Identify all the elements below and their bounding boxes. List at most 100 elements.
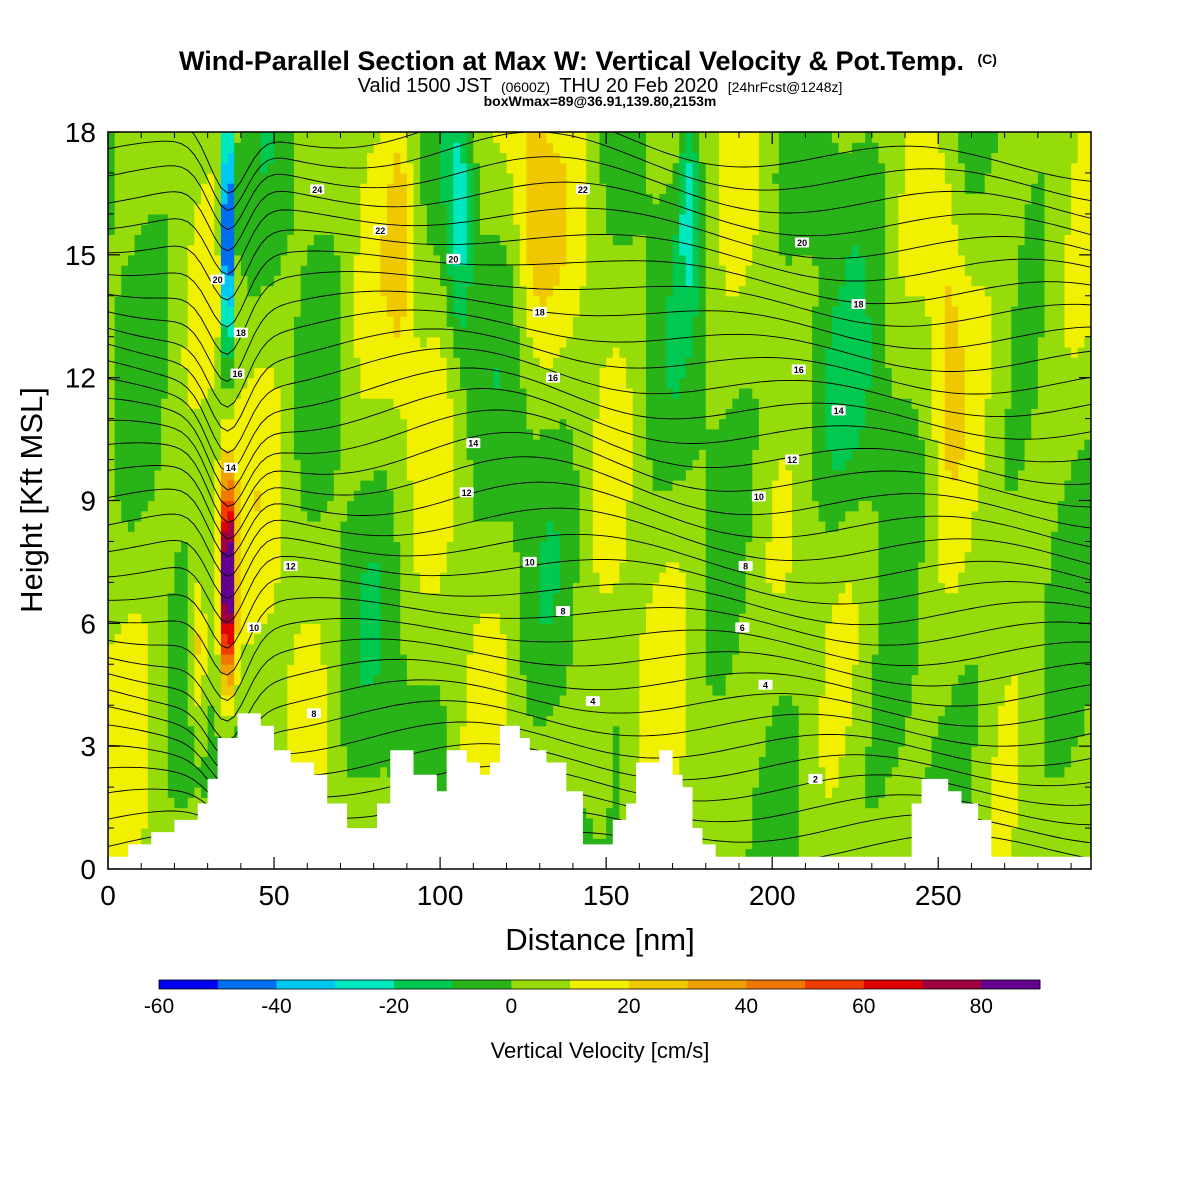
y-tick-label: 0: [80, 854, 96, 885]
theta-contour: [108, 367, 1091, 473]
contour-label: 12: [459, 487, 474, 498]
x-tick-label: 0: [100, 880, 116, 911]
y-tick-label: 3: [80, 731, 96, 762]
contour-label: 18: [851, 298, 866, 309]
contour-label-text: 8: [560, 607, 565, 617]
contour-label-text: 12: [286, 562, 296, 572]
colorbar-swatch: [217, 980, 277, 989]
contour-label-text: 18: [854, 299, 864, 309]
theta-contour: [108, 132, 1091, 212]
theta-contour: [108, 658, 1091, 741]
colorbar-label: Vertical Velocity [cm/s]: [491, 1038, 710, 1063]
theta-contour: [108, 271, 1091, 355]
colorbar-frame: [158, 979, 1041, 990]
y-tick-label: 18: [65, 117, 96, 148]
colorbar-swatch: [863, 980, 924, 989]
contour-label-text: 22: [375, 226, 385, 236]
contour-label-text: 10: [249, 623, 259, 633]
contour-labels: 24 22 20 22 20 18 18 16 16 14 14 12 12 10 10 8 8 6 4 4 2 8 10 1…: [210, 184, 866, 784]
contour-label: 20: [795, 237, 810, 248]
theta-contour: [108, 597, 1091, 676]
theta-contour: [108, 456, 1091, 540]
colorbar-swatch: [511, 980, 571, 989]
colorbar-swatch: [276, 980, 336, 989]
theta-contour: [108, 156, 1091, 231]
theta-contour: [108, 388, 1091, 491]
contour-label: 14: [223, 462, 238, 473]
contour-label-text: 16: [233, 369, 243, 379]
contour-label: 22: [373, 225, 388, 236]
contour-label-text: 14: [468, 439, 478, 449]
contour-label-text: 12: [462, 488, 472, 498]
contour-label: 18: [532, 307, 547, 318]
y-tick-label: 15: [65, 240, 96, 271]
theta-contour: [108, 507, 1091, 578]
colorbar-tick-label: 60: [852, 995, 875, 1018]
contour-label-text: 6: [740, 623, 745, 633]
contour-label: 10: [751, 491, 766, 502]
contour-label-text: 8: [311, 709, 316, 719]
contour-label: 20: [446, 253, 461, 264]
x-tick-label: 250: [915, 880, 962, 911]
x-axis-label: Distance [nm]: [505, 922, 695, 957]
contour-label: 8: [306, 708, 321, 719]
colorbar-swatch: [452, 980, 512, 989]
contour-label-text: 20: [213, 275, 223, 285]
x-axis: 0 50 100 150 200 250: [100, 132, 1072, 911]
y-axis: 0 3 6 9 12 15 18: [65, 117, 1091, 885]
contour-label-text: 14: [226, 463, 236, 473]
theta-contour: [108, 679, 1091, 759]
contour-label: 24: [310, 184, 325, 195]
contour-label: 4: [585, 696, 600, 707]
colorbar-swatch: [981, 980, 1041, 989]
colorbar-swatch: [393, 980, 454, 989]
y-tick-label: 6: [80, 608, 96, 639]
valid-date: THU 20 Feb 2020: [559, 75, 718, 97]
y-axis-label: Height [Kft MSL]: [14, 387, 49, 613]
contour-label-text: 20: [448, 254, 458, 264]
contour-label-text: 14: [834, 406, 844, 416]
chart-title-text: Wind-Parallel Section at Max W: Vertical…: [179, 46, 964, 76]
wmax-annotation: boxWmax=89@36.91,139.80,2153m: [484, 93, 717, 109]
theta-contour: [108, 638, 1091, 722]
contour-label: 16: [230, 368, 245, 379]
contour-label: 22: [575, 184, 590, 195]
colorbar-swatch: [687, 980, 747, 989]
colorbar-swatch: [746, 980, 806, 989]
contour-label: 16: [791, 364, 806, 375]
colorbar: -60 -40 -20 0 20 40 60 80: [144, 979, 1041, 1018]
contour-label: 20: [210, 274, 225, 285]
plot-area: 24 22 20 22 20 18 18 16 16 14 14 12 12 10 10 8 8 6 4 4 2 8 10 1…: [65, 117, 1092, 911]
contour-label: 12: [283, 561, 298, 572]
contour-label-text: 4: [590, 697, 595, 707]
theta-contour: [108, 533, 1091, 600]
chart-title: Wind-Parallel Section at Max W: Vertical…: [179, 46, 997, 76]
colorbar-tick-label: 80: [970, 995, 993, 1018]
colorbar-swatch: [628, 980, 689, 989]
theta-contour: [108, 576, 1091, 649]
theta-contour: [108, 290, 1091, 382]
contour-label-text: 16: [794, 365, 804, 375]
contour-label: 14: [831, 405, 846, 416]
contour-label: 14: [466, 438, 481, 449]
colorbar-swatch: [922, 980, 982, 989]
colorbar-swatch: [805, 980, 865, 989]
valid-time: Valid 1500 JST: [358, 75, 492, 97]
theta-contour: [108, 250, 1091, 328]
theta-contour: [108, 617, 1091, 702]
contour-label: 10: [247, 622, 262, 633]
theta-contour: [108, 431, 1091, 523]
theta-contour: [108, 207, 1091, 276]
contour-label-text: 10: [525, 557, 535, 567]
utc-time: (0600Z): [501, 79, 550, 95]
theta-contour: [108, 409, 1091, 507]
contour-label: 18: [233, 327, 248, 338]
contour-label-text: 10: [754, 492, 764, 502]
contour-label-text: 18: [236, 328, 246, 338]
vertical-velocity-field: [108, 132, 1091, 869]
contour-label: 16: [546, 372, 561, 383]
theta-contour: [108, 309, 1091, 408]
colorbar-tick-label: 40: [735, 995, 758, 1018]
contour-label-text: 22: [578, 185, 588, 195]
theta-contour: [191, 132, 1091, 194]
